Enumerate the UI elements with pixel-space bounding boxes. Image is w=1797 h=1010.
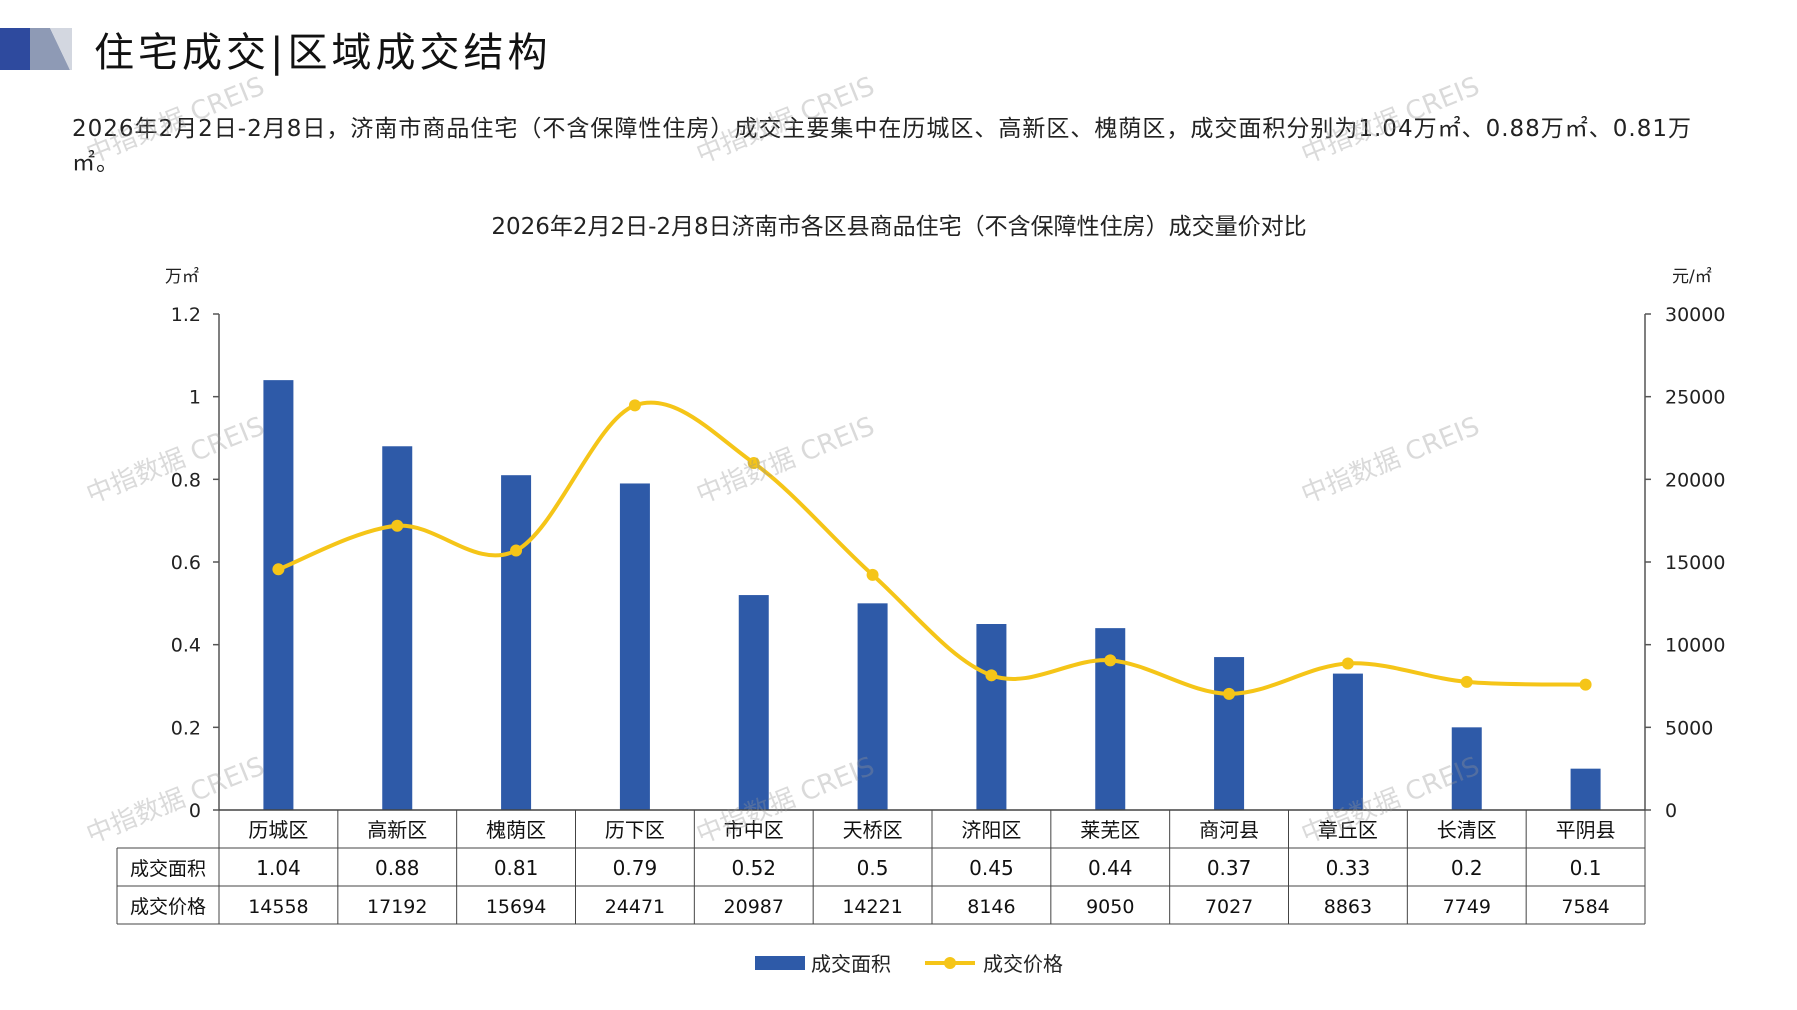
bar-章丘区 [1332, 673, 1363, 810]
y-tick-label: 1 [189, 387, 201, 409]
x-tick-label: 高新区 [367, 818, 427, 842]
table-cell-price: 9050 [1086, 896, 1134, 918]
table-row-label: 成交价格 [130, 896, 206, 918]
table-cell-price: 8146 [967, 896, 1015, 918]
table-cell-area: 0.52 [731, 856, 776, 880]
x-tick-label: 莱芜区 [1080, 818, 1140, 842]
chart-title: 2026年2月2日-2月8日济南市各区县商品住宅（不含保障性住房）成交量价对比 [491, 214, 1306, 240]
bar-长清区 [1451, 727, 1482, 810]
legend-label-price: 成交价格 [983, 952, 1063, 976]
x-tick-label: 商河县 [1199, 818, 1259, 842]
data-table: 历城区 高新区 槐荫区 历下区 市中区 天桥区 济阳区 莱芜区 商河县 章丘区 长清区 平阴县成交面积… [116, 809, 1646, 925]
legend-swatch-bar [755, 956, 805, 970]
price-line [277, 400, 1586, 696]
table-cell-area: 0.79 [613, 856, 658, 880]
y2-tick-label: 25000 [1665, 387, 1725, 409]
x-tick-label: 章丘区 [1318, 818, 1378, 842]
y2-axis-unit: 元/㎡ [1672, 267, 1712, 287]
table-cell-area: 0.44 [1088, 856, 1133, 880]
y2-tick-label: 20000 [1665, 469, 1725, 491]
price-point-长清区 [1460, 675, 1473, 688]
table-cell-price: 7584 [1561, 896, 1609, 918]
table-cell-price: 7027 [1205, 896, 1253, 918]
table-cell-price: 24471 [605, 896, 665, 918]
x-tick-label: 天桥区 [843, 818, 903, 842]
price-point-天桥区 [866, 568, 879, 581]
line-series [272, 399, 1592, 700]
table-cell-area: 0.5 [857, 856, 889, 880]
x-tick-label: 平阴县 [1556, 818, 1616, 842]
bar-天桥区 [857, 603, 888, 810]
bar-历下区 [619, 483, 650, 810]
legend-swatch-point [944, 957, 956, 969]
legend: 成交面积 成交价格 [755, 952, 1063, 976]
bar-市中区 [738, 595, 769, 810]
table-cell-price: 17192 [367, 896, 427, 918]
table-cell-area: 0.81 [494, 856, 539, 880]
bar-高新区 [382, 446, 413, 810]
y2-tick-label: 10000 [1665, 635, 1725, 657]
y-tick-label: 0.6 [171, 552, 201, 574]
bar-商河县 [1214, 657, 1245, 810]
header-logo-icon [0, 28, 72, 70]
table-cell-area: 1.04 [256, 856, 301, 880]
legend-label-area: 成交面积 [811, 952, 891, 976]
price-point-莱芜区 [1104, 654, 1117, 667]
price-point-历下区 [628, 399, 641, 412]
price-point-章丘区 [1341, 657, 1354, 670]
price-point-济阳区 [985, 669, 998, 682]
axes: 1.2 1 0.8 0.6 0.4 0.2 0 30000 25000 20000 15000 100… [171, 304, 1726, 822]
price-point-高新区 [391, 519, 404, 532]
y-axis-unit: 万㎡ [165, 267, 199, 287]
table-cell-price: 20987 [724, 896, 784, 918]
bar-济阳区 [976, 624, 1007, 810]
y2-tick-label: 15000 [1665, 552, 1725, 574]
x-tick-label: 济阳区 [961, 818, 1021, 842]
table-cell-price: 14221 [842, 896, 902, 918]
y-tick-label: 0.2 [171, 717, 201, 739]
table-cell-area: 0.37 [1207, 856, 1252, 880]
price-point-商河县 [1223, 687, 1236, 700]
x-tick-label: 历下区 [605, 818, 665, 842]
y-tick-label: 1.2 [171, 304, 201, 326]
table-cell-area: 0.45 [969, 856, 1014, 880]
summary-text: 2026年2月2日-2月8日，济南市商品住宅（不含保障性住房）成交主要集中在历城… [72, 116, 1692, 176]
bar-历城区 [263, 380, 294, 810]
price-point-平阴县 [1579, 678, 1592, 691]
table-cell-price: 7749 [1443, 896, 1491, 918]
table-cell-price: 14558 [248, 896, 308, 918]
bar-平阴县 [1570, 768, 1601, 810]
table-cell-price: 15694 [486, 896, 546, 918]
table-cell-area: 0.1 [1570, 856, 1602, 880]
price-point-市中区 [747, 457, 760, 470]
table-cell-price: 8863 [1324, 896, 1372, 918]
y-tick-label: 0.8 [171, 469, 201, 491]
y2-tick-label: 30000 [1665, 304, 1725, 326]
x-tick-label: 市中区 [724, 818, 784, 842]
x-tick-label: 槐荫区 [486, 818, 546, 842]
table-row-label: 成交面积 [130, 858, 206, 880]
y-tick-label: 0 [189, 800, 201, 822]
price-point-历城区 [272, 563, 285, 576]
y2-tick-label: 5000 [1665, 717, 1713, 739]
price-point-槐荫区 [510, 544, 523, 557]
y2-tick-label: 0 [1665, 800, 1677, 822]
x-tick-label: 长清区 [1437, 818, 1497, 842]
table-cell-area: 0.2 [1451, 856, 1483, 880]
table-cell-area: 0.88 [375, 856, 420, 880]
x-tick-label: 历城区 [248, 818, 308, 842]
bar-series [263, 380, 1601, 810]
page-title: 住宅成交|区域成交结构 [94, 30, 552, 76]
table-cell-area: 0.33 [1326, 856, 1371, 880]
y-tick-label: 0.4 [171, 635, 201, 657]
bar-槐荫区 [501, 475, 532, 810]
